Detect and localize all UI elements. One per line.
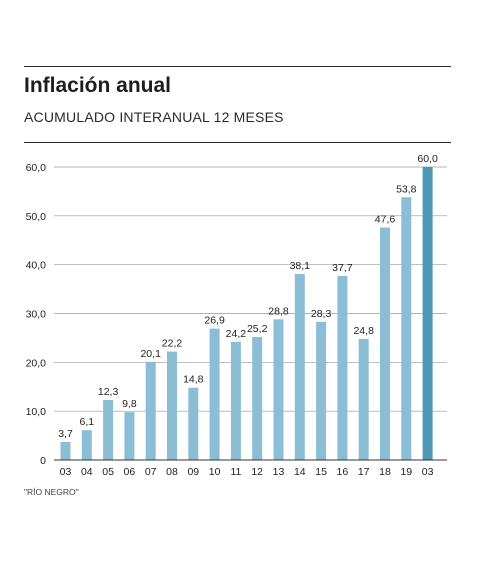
y-tick-label: 30,0: [26, 309, 47, 321]
y-tick-label: 0: [40, 455, 46, 467]
bar-value-label: 38,1: [290, 260, 311, 272]
bar: [60, 441, 71, 460]
bar-value-label: 6,1: [79, 416, 94, 428]
bars: [60, 167, 433, 460]
bar: [358, 338, 369, 460]
x-tick-label: 15: [315, 466, 327, 478]
bar-value-label: 25,2: [247, 323, 268, 335]
bar-value-label: 28,8: [268, 305, 289, 317]
bar-value-label: 24,8: [353, 325, 374, 337]
x-tick-label: 19: [400, 466, 412, 478]
x-tick-label: 16: [337, 466, 349, 478]
x-tick-label: 18: [379, 466, 391, 478]
bar: [316, 321, 327, 460]
chart-title: Inflación anual: [24, 74, 172, 97]
x-tick-label: 09: [187, 466, 199, 478]
x-axis-ticks: 03 04 05 06 07 08 09 10 11 12 13 14 15 16 17 18 19 03: [60, 466, 434, 478]
y-tick-label: 50,0: [26, 211, 47, 223]
bar-value-label: 9,8: [122, 398, 137, 410]
bar-value-label: 12,3: [98, 386, 119, 398]
x-tick-label: 04: [81, 466, 93, 478]
bar: [145, 361, 156, 460]
bar: [230, 341, 241, 460]
source-credit: "RÍO NEGRO": [24, 487, 79, 497]
bar-value-label: 26,9: [204, 315, 225, 327]
bar-value-label: 14,8: [183, 374, 204, 386]
y-axis-ticks: 0 10,0 20,0 30,0 40,0 50,0 60,0: [26, 162, 47, 467]
x-tick-label: 06: [124, 466, 136, 478]
bar-value-label: 22,2: [162, 338, 183, 350]
y-tick-label: 40,0: [26, 260, 47, 272]
x-tick-label: 13: [273, 466, 285, 478]
x-tick-label: 08: [166, 466, 178, 478]
bar: [273, 319, 284, 460]
data-labels: 3,76,112,39,820,122,214,826,924,2 25,228,…: [58, 153, 438, 440]
bar-value-label: 20,1: [140, 348, 161, 360]
x-tick-label: 03: [422, 466, 434, 478]
bar: [294, 273, 305, 460]
bar: [81, 430, 92, 460]
y-tick-label: 10,0: [26, 406, 47, 418]
y-tick-label: 20,0: [26, 357, 47, 369]
bar-value-label: 60,0: [417, 153, 438, 165]
chart-subtitle: ACUMULADO INTERANUAL 12 MESES: [24, 109, 284, 125]
bar-value-label: 53,8: [396, 183, 417, 195]
bar: [252, 336, 263, 460]
bar: [167, 351, 177, 460]
bar: [209, 328, 220, 460]
x-tick-label: 03: [60, 466, 72, 478]
bar: [380, 227, 390, 460]
top-rule: [24, 66, 451, 67]
x-tick-label: 07: [145, 466, 157, 478]
bar: [337, 275, 348, 460]
bar: [124, 412, 135, 460]
bar: [422, 167, 433, 460]
bar: [103, 399, 114, 460]
grid-lines: [54, 166, 447, 412]
x-tick-label: 11: [230, 466, 241, 478]
x-tick-label: 14: [294, 466, 306, 478]
x-tick-label: 05: [102, 466, 114, 478]
bar-value-label: 37,7: [332, 262, 353, 274]
x-tick-label: 17: [358, 466, 370, 478]
x-tick-label: 10: [209, 466, 221, 478]
x-tick-label: 12: [251, 466, 263, 478]
y-tick-label: 60,0: [26, 162, 47, 174]
bar-value-label: 3,7: [58, 428, 73, 440]
bar-value-label: 47,6: [375, 214, 396, 226]
bar-value-label: 28,3: [311, 308, 332, 320]
bar: [188, 387, 199, 460]
header-rule: [24, 142, 451, 143]
bar: [401, 197, 412, 460]
bar-value-label: 24,2: [226, 328, 247, 340]
